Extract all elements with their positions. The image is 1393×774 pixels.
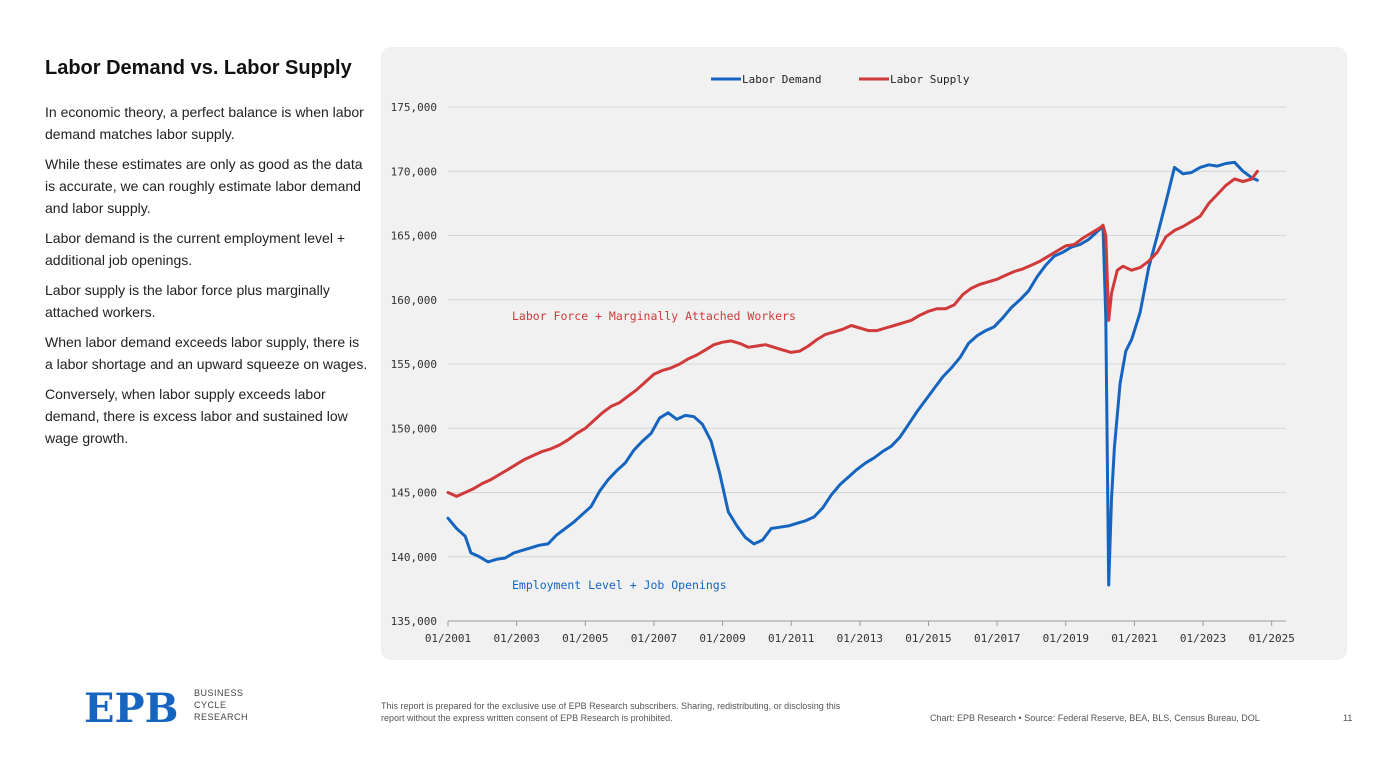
logo-line: CYCLE xyxy=(194,700,227,710)
logo-line: BUSINESS xyxy=(194,688,244,698)
y-tick-label: 135,000 xyxy=(391,615,437,628)
x-tick-label: 01/2025 xyxy=(1249,632,1295,645)
chart-annotation: Labor Force + Marginally Attached Worker… xyxy=(512,309,796,323)
chart-annotation: Employment Level + Job Openings xyxy=(512,578,727,592)
logo-mark: EPB xyxy=(84,685,178,726)
y-tick-label: 165,000 xyxy=(391,230,437,243)
paragraph: When labor demand exceeds labor supply, … xyxy=(45,334,368,372)
paragraph: Labor supply is the labor force plus mar… xyxy=(45,282,330,320)
logo-text: BUSINESS CYCLE RESEARCH xyxy=(194,687,248,723)
x-tick-label: 01/2015 xyxy=(905,632,951,645)
y-tick-label: 150,000 xyxy=(391,422,437,435)
x-tick-label: 01/2001 xyxy=(425,632,471,645)
epb-logo-icon: EPB xyxy=(84,685,178,732)
series-line-labor-supply xyxy=(446,169,1259,498)
x-tick-label: 01/2023 xyxy=(1180,632,1226,645)
x-tick-label: 01/2007 xyxy=(631,632,677,645)
x-tick-label: 01/2021 xyxy=(1111,632,1157,645)
page-title: Labor Demand vs. Labor Supply xyxy=(45,57,352,79)
logo-line: RESEARCH xyxy=(194,712,249,722)
x-tick-label: 01/2009 xyxy=(699,632,745,645)
chart-svg: 135,000 140,000 145,000 150,000 155,000 160,0… xyxy=(391,73,1295,645)
y-tick-label: 145,000 xyxy=(391,487,437,500)
x-tick-label: 01/2013 xyxy=(837,632,883,645)
series-line-labor-demand xyxy=(446,160,1259,587)
paragraph: While these estimates are only as good a… xyxy=(45,156,363,216)
y-tick-label: 160,000 xyxy=(391,294,437,307)
x-tick-label: 01/2011 xyxy=(768,632,814,645)
page-number: 11 xyxy=(1343,713,1353,723)
y-tick-label: 140,000 xyxy=(391,551,437,564)
x-tick-label: 01/2003 xyxy=(493,632,539,645)
epb-logo: EPB xyxy=(84,684,188,732)
source-note: Chart: EPB Research • Source: Federal Re… xyxy=(930,713,1260,723)
legend-label: Labor Demand xyxy=(742,73,821,86)
chart-card: 135,000 140,000 145,000 150,000 155,000 160,0… xyxy=(381,47,1347,660)
x-tick-label: 01/2019 xyxy=(1043,632,1089,645)
legend-label: Labor Supply xyxy=(890,73,970,86)
y-tick-label: 175,000 xyxy=(391,101,437,114)
sidebar: Labor Demand vs. Labor Supply In economi… xyxy=(45,56,370,457)
y-tick-label: 170,000 xyxy=(391,165,437,178)
paragraph: Labor demand is the current employment l… xyxy=(45,230,345,268)
paragraph: In economic theory, a perfect balance is… xyxy=(45,104,364,142)
y-tick-label: 155,000 xyxy=(391,358,437,371)
paragraph: Conversely, when labor supply exceeds la… xyxy=(45,386,348,446)
x-tick-label: 01/2005 xyxy=(562,632,608,645)
disclaimer: This report is prepared for the exclusiv… xyxy=(381,701,841,723)
x-tick-label: 01/2017 xyxy=(974,632,1020,645)
